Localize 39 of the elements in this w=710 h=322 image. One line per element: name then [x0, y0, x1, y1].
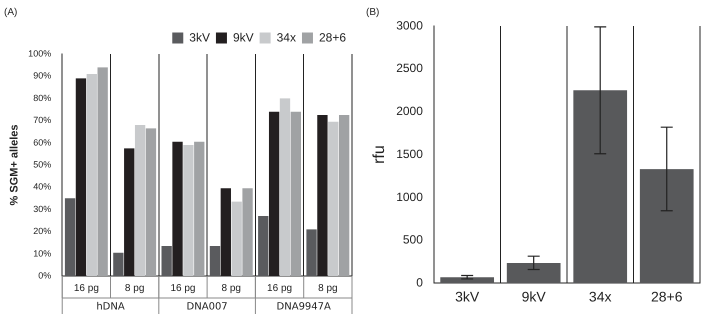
- y-tick-label: 60%: [33, 137, 52, 148]
- y-tick-label: 0: [416, 276, 424, 290]
- x-tick-label: 16 pg: [170, 282, 196, 294]
- legend-label: 28+6: [318, 30, 346, 44]
- text: DNA9947A: [276, 302, 332, 313]
- y-axis-title: % SGM+ alleles: [8, 124, 21, 206]
- x-tick-label: 9kV: [522, 288, 546, 304]
- x-tick-label: 28+6: [650, 288, 683, 304]
- y-tick-label: 90%: [33, 70, 52, 81]
- legend-label: 34x: [276, 30, 296, 44]
- y-tick-label: 80%: [33, 92, 52, 103]
- y-tick-label: 30%: [33, 204, 52, 214]
- text: hDNA: [96, 302, 125, 313]
- legend-label: 3kV: [189, 30, 210, 44]
- y-tick-label: 2500: [396, 61, 424, 76]
- y-tick-label: 3000: [396, 18, 424, 32]
- x-tick-label: 8 pg: [318, 282, 338, 294]
- x-tick-label: 16 pg: [74, 282, 99, 294]
- x-tick-label: 8 pg: [124, 282, 144, 294]
- legend-label: 9kV: [232, 30, 254, 44]
- y-tick-label: 1000: [396, 190, 424, 204]
- chart-title: (A): [4, 6, 18, 18]
- x-tick-label: 8 pg: [222, 282, 241, 294]
- y-tick-label: 1500: [396, 146, 424, 161]
- x-tick-label: 34x: [588, 288, 612, 304]
- y-tick-label: 40%: [33, 182, 52, 192]
- y-tick-label: 20%: [33, 226, 52, 236]
- text: DNA007: [186, 302, 228, 313]
- y-tick-label: 10%: [33, 248, 52, 258]
- y-tick-label: 0%: [38, 270, 52, 280]
- y-axis-title: rfu: [371, 145, 388, 164]
- chart-title: (B): [366, 6, 380, 18]
- y-tick-label: 500: [402, 232, 424, 247]
- y-tick-label: 70%: [33, 115, 52, 126]
- y-tick-label: 50%: [33, 159, 52, 170]
- y-tick-label: 2000: [396, 104, 424, 118]
- x-tick-label: 3kV: [455, 288, 480, 304]
- x-tick-label: 16 pg: [267, 282, 292, 294]
- y-tick-label: 100%: [28, 48, 52, 58]
